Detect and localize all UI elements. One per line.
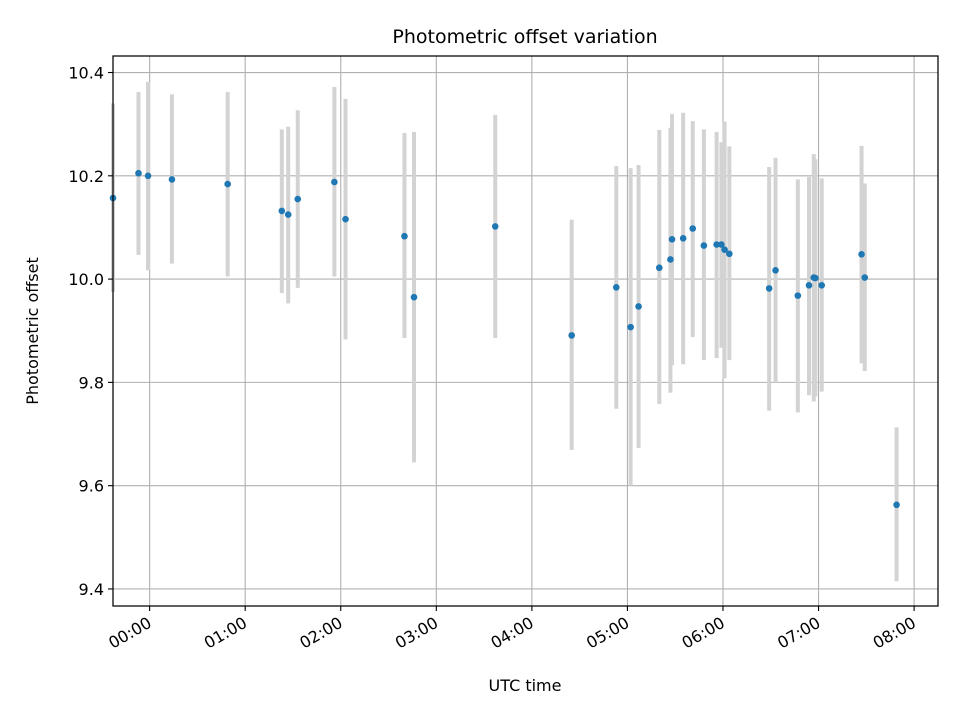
data-point	[861, 274, 869, 281]
data-point	[726, 250, 733, 258]
y-tick-label: 9.8	[79, 373, 104, 392]
data-point	[772, 267, 779, 274]
data-point	[700, 242, 708, 249]
data-point	[721, 246, 728, 253]
data-point	[718, 241, 725, 248]
data-point	[818, 281, 826, 289]
plot-area-frame	[112, 55, 939, 607]
data-point	[668, 236, 676, 243]
data-point	[765, 285, 773, 292]
data-point	[812, 274, 819, 282]
x-axis-label: UTC time	[489, 676, 562, 695]
data-point	[401, 232, 408, 240]
data-points	[109, 169, 900, 509]
y-axis-label: Photometric offset	[23, 257, 42, 405]
y-tick-label: 10.2	[68, 167, 104, 186]
y-tick-label: 9.6	[79, 477, 104, 496]
y-tick-label: 9.4	[79, 580, 104, 599]
y-tick-label: 10.4	[68, 64, 104, 83]
data-point	[679, 235, 687, 242]
data-point	[858, 251, 865, 258]
data-point	[794, 292, 802, 299]
data-point	[278, 207, 286, 215]
data-point	[342, 215, 349, 223]
y-axis: 9.4 9.6 9.8 10.0 10.2 10.4	[68, 64, 113, 599]
data-point	[491, 223, 499, 230]
grid	[113, 56, 938, 606]
data-point	[294, 195, 302, 203]
data-point	[568, 332, 575, 339]
y-tick-label: 10.0	[68, 270, 104, 289]
data-point	[410, 293, 418, 301]
data-point	[655, 264, 663, 272]
data-point	[635, 303, 642, 310]
data-point	[713, 241, 720, 248]
data-point	[168, 176, 176, 183]
data-point	[805, 281, 813, 289]
data-point	[893, 501, 900, 509]
chart-title: Photometric offset variation	[392, 26, 657, 48]
data-point	[627, 323, 634, 331]
data-point	[284, 211, 292, 218]
data-point	[667, 256, 674, 263]
data-point	[689, 225, 697, 232]
data-point	[144, 172, 152, 180]
data-point	[135, 169, 142, 177]
data-point	[612, 284, 620, 291]
data-point	[224, 180, 231, 188]
data-point	[331, 178, 338, 186]
